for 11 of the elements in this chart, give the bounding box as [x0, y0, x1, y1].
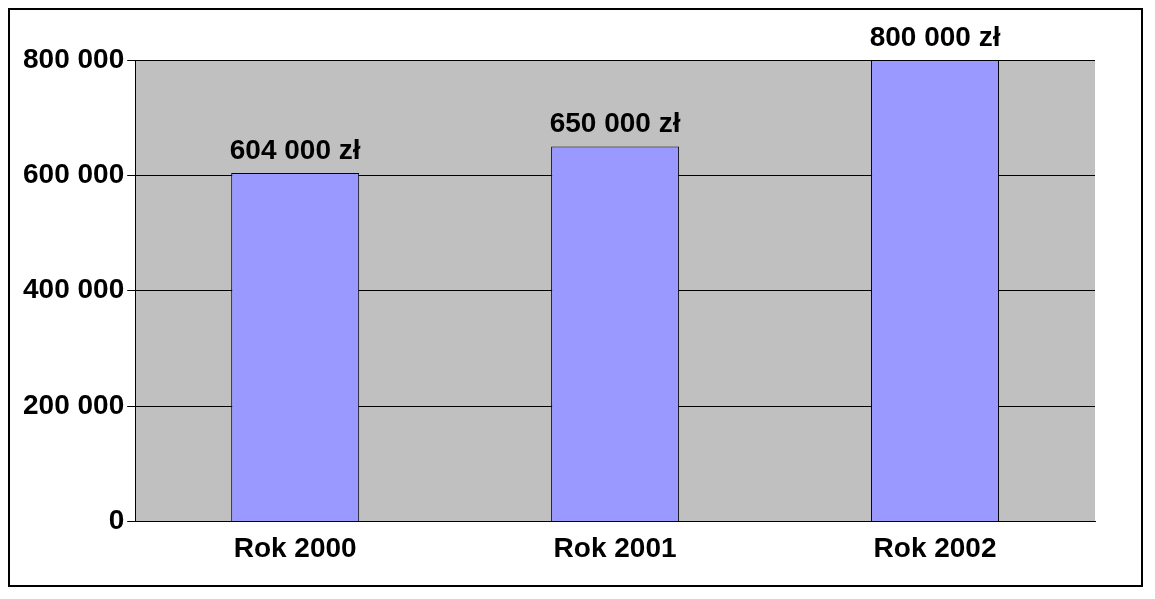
y-tick-label: 800 000: [22, 42, 125, 74]
data-label: 650 000 zł: [549, 107, 681, 139]
x-tick-label: Rok 2002: [873, 531, 997, 563]
y-tick-label: 400 000: [22, 273, 125, 305]
y-tick-label: 0: [108, 504, 125, 536]
data-label: 604 000 zł: [229, 133, 361, 165]
x-tick-label: Rok 2001: [553, 531, 677, 563]
x-tick-label: Rok 2000: [233, 531, 357, 563]
y-tick-label: 600 000: [22, 158, 125, 190]
y-tick-label: 200 000: [22, 388, 125, 420]
data-label: 800 000 zł: [869, 20, 1001, 52]
